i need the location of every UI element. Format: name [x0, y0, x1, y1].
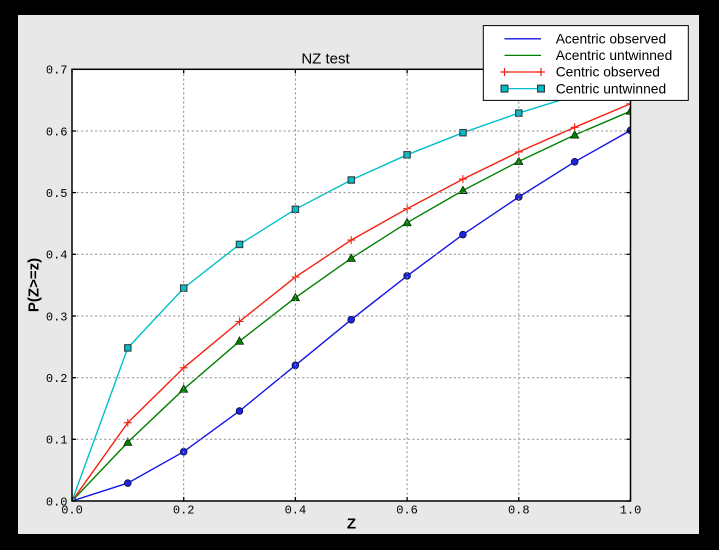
svg-text:0.0: 0.0: [46, 495, 68, 509]
svg-text:0.0: 0.0: [61, 504, 83, 518]
svg-text:0.2: 0.2: [46, 372, 68, 386]
svg-text:Centric untwinned: Centric untwinned: [556, 81, 666, 96]
svg-text:Acentric observed: Acentric observed: [556, 32, 666, 47]
svg-text:Acentric untwinned: Acentric untwinned: [556, 48, 673, 63]
svg-text:0.5: 0.5: [46, 187, 68, 201]
svg-text:0.8: 0.8: [508, 504, 530, 518]
svg-text:0.4: 0.4: [46, 249, 68, 263]
svg-text:Z: Z: [347, 515, 356, 532]
svg-text:0.6: 0.6: [396, 504, 418, 518]
svg-text:NZ test: NZ test: [301, 51, 350, 68]
svg-text:Centric observed: Centric observed: [556, 65, 660, 80]
svg-text:0.6: 0.6: [46, 125, 68, 139]
svg-text:0.2: 0.2: [173, 504, 195, 518]
svg-text:1.0: 1.0: [620, 504, 642, 518]
svg-text:P(Z>=z): P(Z>=z): [26, 258, 43, 312]
svg-text:0.4: 0.4: [285, 504, 307, 518]
svg-text:0.7: 0.7: [46, 64, 68, 78]
svg-text:0.3: 0.3: [46, 310, 68, 324]
svg-text:0.1: 0.1: [46, 434, 68, 448]
